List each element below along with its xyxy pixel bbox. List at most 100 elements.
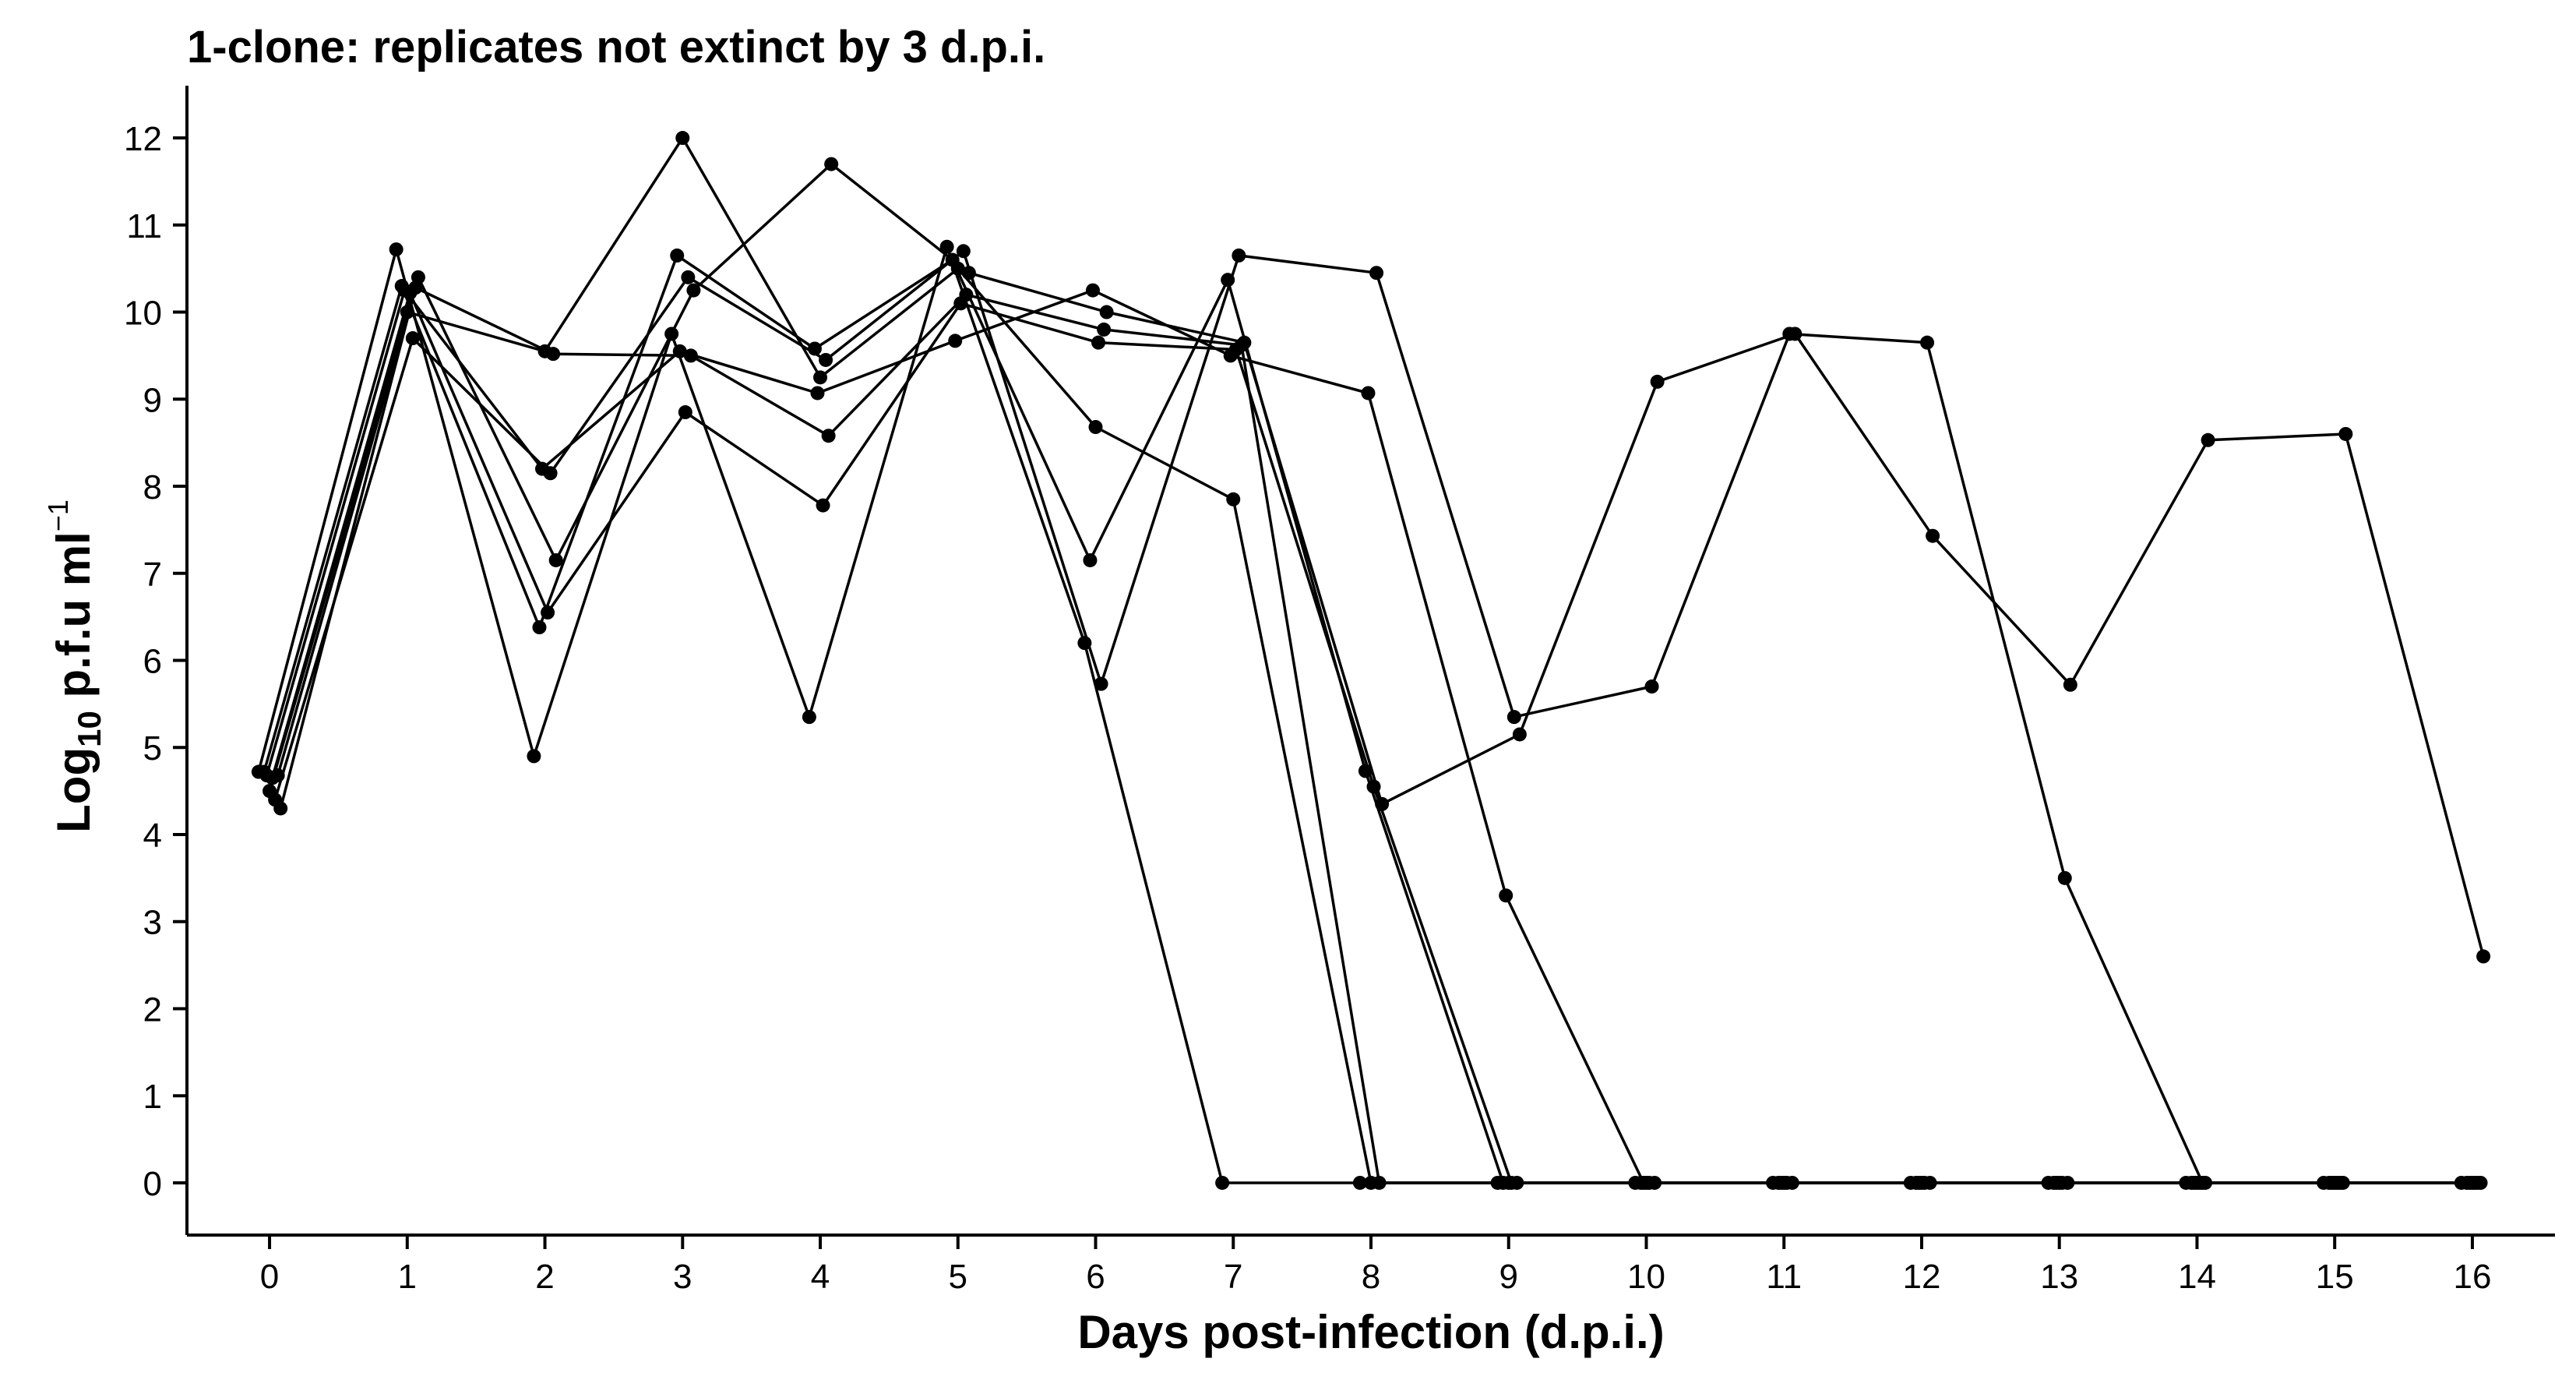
data-point: [670, 248, 685, 263]
data-point: [824, 157, 839, 171]
y-tick-label: 11: [126, 207, 162, 245]
data-point: [2057, 870, 2072, 885]
x-tick-label: 3: [673, 1258, 692, 1296]
data-point: [1226, 492, 1241, 506]
x-tick-label: 7: [1224, 1258, 1242, 1296]
data-point: [1366, 779, 1381, 794]
y-axis-label-subscript: 10: [71, 711, 107, 747]
data-point: [813, 370, 828, 385]
data-point: [1788, 326, 1802, 341]
chart-title: 1-clone: replicates not extinct by 3 d.p…: [187, 22, 1045, 72]
data-point: [1499, 888, 1514, 903]
data-point: [2060, 1175, 2075, 1190]
data-point: [1785, 1175, 1799, 1190]
data-point: [1091, 335, 1106, 350]
y-tick-label: 9: [143, 381, 162, 419]
x-tick-label: 5: [949, 1258, 967, 1296]
data-point: [1094, 676, 1108, 691]
data-point: [273, 801, 288, 816]
x-tick-label: 9: [1499, 1258, 1518, 1296]
data-point: [2473, 1175, 2488, 1190]
data-point: [2198, 1175, 2213, 1190]
series-line-7: [270, 291, 2476, 1184]
data-point: [664, 326, 679, 341]
data-point: [819, 352, 833, 367]
data-point: [535, 461, 549, 476]
data-point: [1234, 337, 1249, 352]
y-tick-label: 10: [124, 295, 162, 333]
data-point: [1352, 1175, 1367, 1190]
data-point: [405, 331, 420, 346]
data-point: [2338, 426, 2353, 441]
x-tick-label: 10: [1627, 1258, 1665, 1296]
data-point: [821, 429, 836, 443]
data-point: [1232, 248, 1246, 263]
series-line-5: [279, 162, 2485, 957]
data-point: [400, 305, 414, 319]
data-point: [683, 348, 698, 363]
x-tick-label: 16: [2453, 1258, 2491, 1296]
data-point: [408, 281, 423, 295]
data-point: [959, 288, 974, 302]
data-point: [1647, 1175, 1662, 1190]
x-tick-label: 0: [260, 1258, 279, 1296]
data-point: [681, 270, 696, 284]
series-line-6: [265, 288, 2470, 1184]
data-point: [1644, 679, 1659, 694]
data-point: [532, 620, 547, 635]
data-point: [1085, 283, 1100, 298]
y-tick-label: 0: [143, 1165, 162, 1203]
y-axis-label-main: Log: [48, 747, 100, 833]
x-tick-label: 15: [2316, 1258, 2354, 1296]
data-point: [810, 386, 825, 401]
data-point: [948, 334, 963, 348]
data-point: [1920, 335, 1935, 350]
data-point: [950, 261, 965, 276]
data-point: [807, 341, 822, 356]
x-tick-label: 6: [1086, 1258, 1105, 1296]
data-point: [1372, 1175, 1387, 1190]
data-point: [2063, 677, 2077, 692]
x-tick-label: 11: [1766, 1258, 1802, 1296]
data-point: [939, 239, 954, 254]
y-tick-label: 5: [143, 729, 162, 768]
y-axis-label-rest: p.f.u ml: [48, 531, 100, 711]
y-tick-label: 3: [143, 904, 162, 942]
data-point: [1369, 266, 1384, 281]
data-point: [548, 552, 563, 567]
data-point: [1221, 273, 1235, 288]
x-tick-label: 2: [535, 1258, 554, 1296]
data-point: [956, 244, 971, 259]
x-axis-ticks: 0 1 2 3 4 5 6 7 8 9 10 11 12 13 14 15 16: [260, 1235, 2491, 1296]
y-tick-label: 1: [143, 1078, 162, 1116]
data-point: [2201, 432, 2215, 447]
data-point: [1650, 374, 1665, 389]
data-point: [2335, 1175, 2350, 1190]
data-point: [1375, 796, 1390, 811]
x-tick-label: 4: [811, 1258, 830, 1296]
data-point: [675, 131, 690, 146]
data-point: [1077, 636, 1092, 651]
y-tick-label: 2: [143, 990, 162, 1029]
data-point: [802, 710, 816, 725]
data-point: [1361, 386, 1376, 401]
x-tick-label: 14: [2178, 1258, 2216, 1296]
data-point: [1926, 528, 1940, 543]
series-line-8: [277, 286, 2481, 1184]
data-point: [961, 266, 976, 281]
data-point: [1358, 764, 1373, 778]
data-point: [1510, 1175, 1524, 1190]
data-point: [541, 605, 555, 620]
data-point: [1506, 710, 1521, 725]
y-tick-label: 6: [143, 643, 162, 681]
data-point: [816, 498, 830, 513]
series-line-3: [268, 136, 2472, 1184]
x-axis-label: Days post-infection (d.p.i.): [1077, 1306, 1664, 1358]
x-tick-label: 12: [1903, 1258, 1941, 1296]
series-line-1: [257, 245, 2461, 1184]
series-points: [251, 131, 2491, 1190]
y-axis-label: Log10 p.f.u ml−1: [42, 499, 107, 833]
y-tick-label: 12: [124, 120, 162, 158]
